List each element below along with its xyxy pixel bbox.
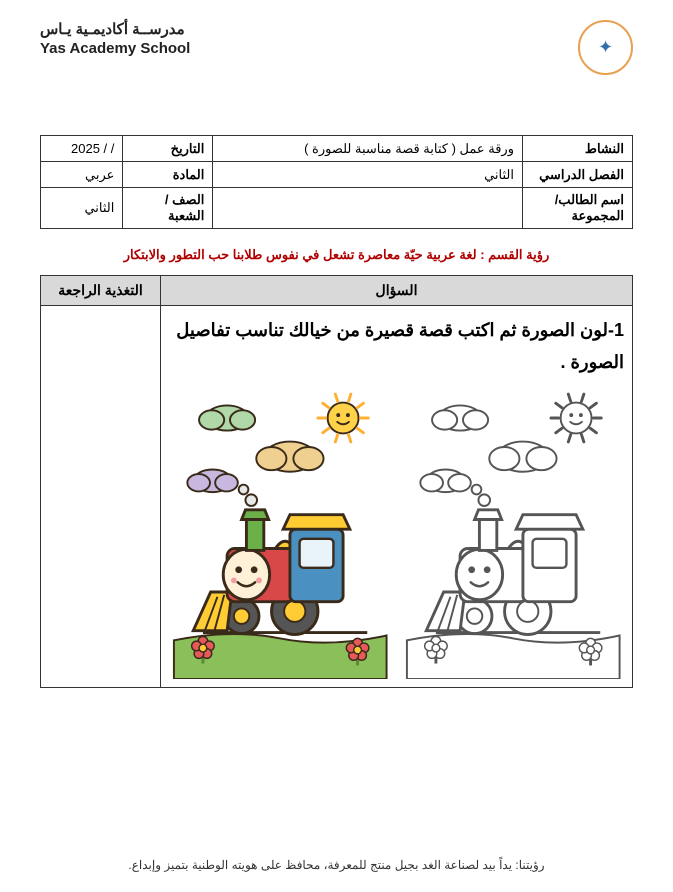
feedback-cell	[41, 306, 161, 688]
class-value: الثاني	[41, 188, 123, 229]
page-footer-vision: رؤيتنا: يداً بيد لصناعة الغد بجيل منتج ل…	[0, 858, 673, 872]
student-label: اسم الطالب/المجموعة	[523, 188, 633, 229]
train-colored-image	[169, 389, 392, 679]
school-name-en: Yas Academy School	[40, 40, 190, 57]
school-logo: ✦	[578, 20, 633, 75]
class-label: الصف / الشعبة	[123, 188, 213, 229]
student-value	[213, 188, 523, 229]
date-value: 2025 / /	[41, 136, 123, 162]
info-row-3: اسم الطالب/المجموعة الصف / الشعبة الثاني	[41, 188, 633, 229]
info-table: النشاط ورقة عمل ( كتابة قصة مناسبة للصور…	[40, 135, 633, 229]
train-outline-image	[402, 389, 625, 679]
logo-icon: ✦	[598, 37, 613, 58]
train-images-row	[169, 389, 624, 679]
question-cell: 1-لون الصورة ثم اكتب قصة قصيرة من خيالك …	[161, 306, 633, 688]
info-row-1: النشاط ورقة عمل ( كتابة قصة مناسبة للصور…	[41, 136, 633, 162]
activity-value: ورقة عمل ( كتابة قصة مناسبة للصورة )	[213, 136, 523, 162]
question-header: السؤال	[161, 276, 633, 306]
subject-label: المادة	[123, 162, 213, 188]
page-header: مدرســة أكاديمـية يـاس Yas Academy Schoo…	[40, 20, 633, 75]
subject-value: عربي	[41, 162, 123, 188]
semester-label: الفصل الدراسي	[523, 162, 633, 188]
date-label: التاريخ	[123, 136, 213, 162]
table-header-row: السؤال التغذية الراجعة	[41, 276, 633, 306]
school-name-ar: مدرســة أكاديمـية يـاس	[40, 20, 190, 38]
table-content-row: 1-لون الصورة ثم اكتب قصة قصيرة من خيالك …	[41, 306, 633, 688]
worksheet-table: السؤال التغذية الراجعة 1-لون الصورة ثم ا…	[40, 275, 633, 688]
feedback-header: التغذية الراجعة	[41, 276, 161, 306]
department-vision: رؤية القسم : لغة عربية حيّة معاصرة تشعل …	[40, 247, 633, 263]
info-row-2: الفصل الدراسي الثاني المادة عربي	[41, 162, 633, 188]
school-name-block: مدرســة أكاديمـية يـاس Yas Academy Schoo…	[40, 20, 190, 57]
activity-label: النشاط	[523, 136, 633, 162]
question-1-text: 1-لون الصورة ثم اكتب قصة قصيرة من خيالك …	[169, 314, 624, 379]
semester-value: الثاني	[213, 162, 523, 188]
